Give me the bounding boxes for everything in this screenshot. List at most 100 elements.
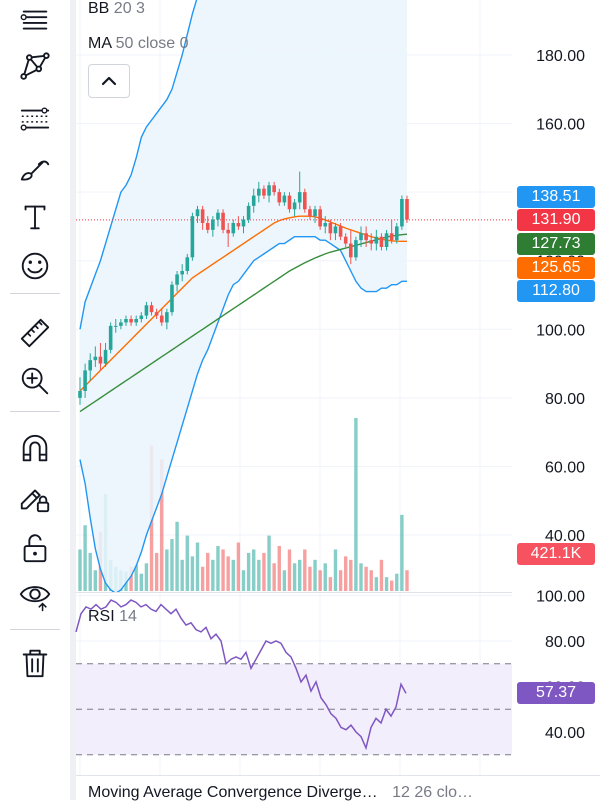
toolbar-separator xyxy=(10,411,60,412)
text-tool-tool-button[interactable] xyxy=(13,197,57,237)
volume-bar xyxy=(277,546,281,591)
macd-params: 12 26 clo… xyxy=(392,784,474,801)
brush-tool-button[interactable] xyxy=(13,150,57,190)
volume-bar xyxy=(395,573,399,591)
volume-bar xyxy=(267,535,271,591)
candle-body xyxy=(343,236,348,244)
candle-body xyxy=(287,195,292,210)
price-tick-label: 160.00 xyxy=(536,117,585,134)
candle-body xyxy=(159,315,164,323)
volume-bar xyxy=(400,514,404,591)
bb-fill xyxy=(80,0,407,592)
ma-orange-line xyxy=(79,215,407,392)
candle-body xyxy=(180,271,184,275)
candle-body xyxy=(246,205,251,220)
macd-indicator-label[interactable]: Moving Average Convergence Diverge… 12 2… xyxy=(88,784,473,802)
volume-bar xyxy=(226,556,230,591)
volume-bar xyxy=(323,563,327,591)
volume-bar xyxy=(389,580,394,591)
brush-icon xyxy=(20,160,50,181)
rsi-params: 14 xyxy=(119,608,137,625)
candle-body xyxy=(384,233,389,247)
pattern-tool-icon xyxy=(20,52,50,80)
menu-lines-tool-button[interactable] xyxy=(13,1,57,41)
candle-body xyxy=(211,219,215,230)
candle-body xyxy=(83,370,87,391)
magnet-icon xyxy=(22,434,48,462)
bb-indicator-label[interactable]: BB 20 3 xyxy=(88,0,145,18)
volume-bar xyxy=(252,549,256,591)
candle-body xyxy=(257,188,261,196)
candle-body xyxy=(108,325,113,350)
unlock-icon xyxy=(23,534,47,563)
bb-upper-line xyxy=(79,0,198,330)
main-pane xyxy=(76,0,512,592)
candle-body xyxy=(165,312,169,323)
volume-bar xyxy=(374,577,379,591)
candle-body xyxy=(129,319,133,323)
volume-bar xyxy=(195,542,200,591)
volume-bar xyxy=(257,559,261,591)
pattern-tool-tool-button[interactable] xyxy=(13,47,57,87)
ma-indicator-label[interactable]: MA 50 close 0 xyxy=(88,35,189,53)
rsi-name: RSI xyxy=(88,608,115,625)
candle-body xyxy=(190,216,195,258)
candle-body xyxy=(185,257,190,271)
volume-bar xyxy=(328,577,333,591)
candle-body xyxy=(405,199,409,220)
menu-lines-icon xyxy=(20,10,48,30)
trash-tool-button[interactable] xyxy=(13,643,57,683)
candle-body xyxy=(297,192,302,203)
volume-bar xyxy=(292,563,297,591)
zoom-in-icon xyxy=(21,367,49,395)
volume-bar xyxy=(272,563,276,591)
candle-body xyxy=(369,240,374,244)
candle-body xyxy=(93,356,98,361)
price-tick-label: 80.00 xyxy=(545,391,585,408)
rsi-indicator-label[interactable]: RSI 14 xyxy=(88,608,137,626)
ruler-icon xyxy=(20,318,50,348)
candle-body xyxy=(328,223,333,234)
zoom-in-tool-button[interactable] xyxy=(13,361,57,401)
volume-bar xyxy=(359,563,363,591)
fib-levels-tool-button[interactable] xyxy=(13,100,57,140)
candle-body xyxy=(338,226,343,237)
candle-body xyxy=(124,319,128,323)
candle-body xyxy=(374,236,379,244)
price-badge: 138.51 xyxy=(517,186,595,208)
candle-body xyxy=(394,226,399,241)
candle-body xyxy=(231,223,236,234)
collapse-indicators-button[interactable] xyxy=(88,64,130,98)
pencil-lock-tool-button[interactable] xyxy=(13,478,57,518)
volume-bar xyxy=(349,559,353,591)
rsi-tick-label: 100.00 xyxy=(536,589,585,606)
candle-body xyxy=(308,209,312,217)
candle-body xyxy=(267,185,271,196)
candle-body xyxy=(149,305,154,313)
volume-bar xyxy=(246,552,251,591)
candle-body xyxy=(323,223,328,227)
volume-bar xyxy=(318,570,322,591)
volume-bar xyxy=(180,559,184,591)
text-tool-icon xyxy=(24,205,46,230)
candle-body xyxy=(205,223,210,230)
ruler-tool-button[interactable] xyxy=(13,313,57,353)
bb-name: BB xyxy=(88,0,110,17)
unlock-tool-button[interactable] xyxy=(13,528,57,568)
magnet-tool-button[interactable] xyxy=(13,429,57,469)
volume-bar xyxy=(231,559,235,591)
volume-bar xyxy=(129,566,133,591)
volume-bar xyxy=(262,552,266,591)
candle-body xyxy=(144,305,149,316)
emoji-tool-button[interactable] xyxy=(13,246,57,286)
rsi-tick-label: 80.00 xyxy=(545,634,585,651)
price-tick-label: 180.00 xyxy=(536,48,585,65)
candle-body xyxy=(389,233,394,241)
candle-body xyxy=(88,360,93,371)
candle-body xyxy=(98,356,103,364)
eye-tool-button[interactable] xyxy=(13,576,57,616)
volume-bar xyxy=(175,521,179,591)
volume-bar xyxy=(93,570,98,591)
volume-bar xyxy=(206,552,210,591)
